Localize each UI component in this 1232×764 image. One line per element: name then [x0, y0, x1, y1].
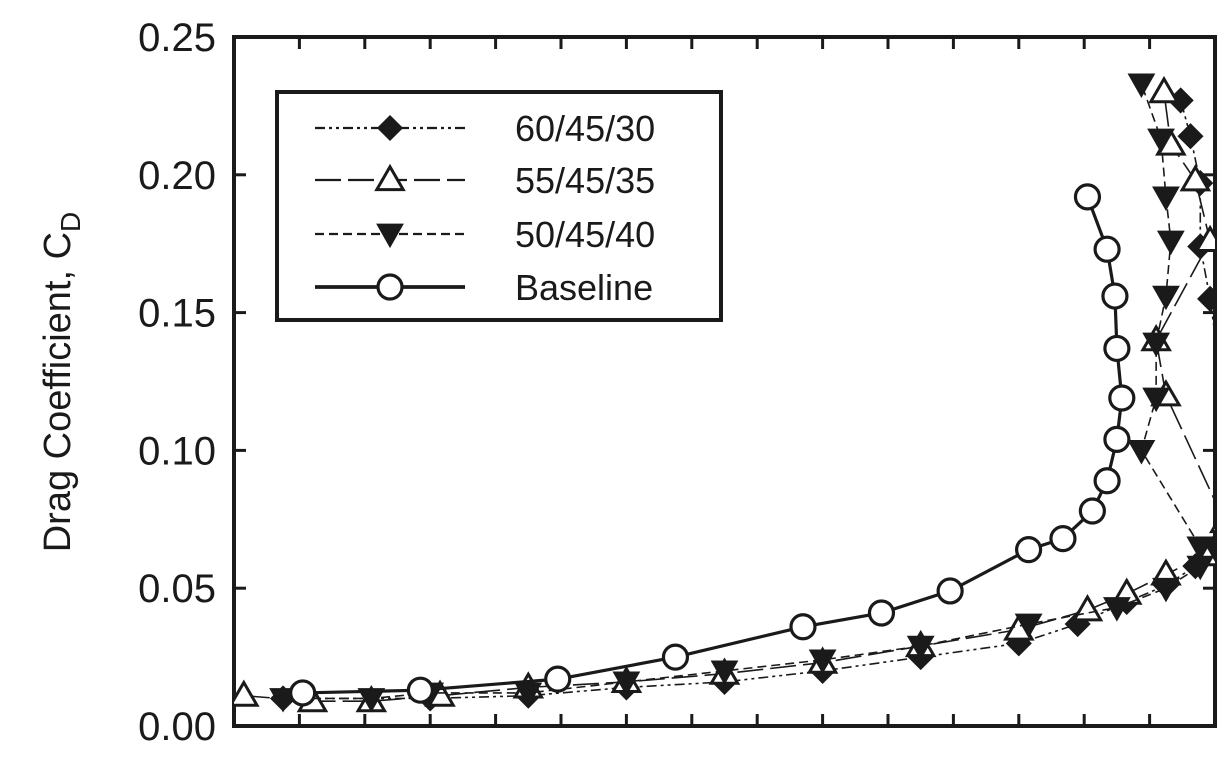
legend-marker-60-45-30 [376, 114, 404, 142]
data-point-baseline [1101, 282, 1129, 310]
data-point-baseline [1103, 425, 1131, 453]
data-point-baseline [1073, 183, 1102, 211]
data-point-50-45-40 [514, 682, 543, 708]
legend-marker-baseline [376, 273, 404, 301]
data-point-50-45-40 [1127, 440, 1156, 465]
series-line-50-45-40 [283, 83, 1202, 700]
series-layer [234, 73, 1232, 713]
data-point-baseline [1103, 334, 1131, 363]
y-tick-label: 0.20 [138, 154, 216, 198]
y-tick-label: 0.05 [138, 567, 216, 611]
data-point-baseline [789, 613, 817, 641]
data-point-50-45-40 [1147, 128, 1175, 154]
legend-label-50-45-40: 50/45/40 [515, 214, 655, 255]
y-axis-tick-labels: 0.00 0.05 0.10 0.15 0.20 0.25 [138, 16, 216, 749]
data-point-baseline [1078, 497, 1106, 525]
data-point-baseline [289, 679, 317, 707]
legend: 60/45/30 55/45/35 50/45/40 Baseline [275, 90, 723, 322]
y-tick-label: 0.15 [138, 292, 216, 336]
data-point-50-45-40 [1014, 613, 1043, 639]
data-point-55-45-35 [1148, 75, 1180, 104]
data-point-50-45-40 [612, 671, 641, 697]
y-tick-label: 0.00 [138, 705, 216, 749]
data-point-55-45-35 [1194, 224, 1215, 253]
legend-marker-50-45-40 [376, 223, 404, 249]
series-line-55-45-35 [243, 92, 1215, 702]
y-axis-title-main: Drag Coefficient, C [37, 232, 79, 552]
data-point-50-45-40 [1103, 597, 1131, 622]
data-point-baseline [1093, 467, 1121, 495]
data-point-60-45-30 [1197, 285, 1215, 312]
data-point-50-45-40 [1127, 73, 1156, 98]
data-point-50-45-40 [1152, 186, 1180, 211]
data-point-50-45-40 [710, 660, 739, 685]
data-point-50-45-40 [1142, 332, 1171, 358]
y-tick-label: 0.25 [138, 16, 216, 60]
data-point-baseline [1093, 235, 1121, 263]
data-point-50-45-40 [1156, 230, 1185, 256]
data-point-baseline [1108, 384, 1136, 412]
data-point-baseline [936, 577, 964, 605]
data-point-50-45-40 [808, 649, 837, 674]
plot-frame [232, 35, 1217, 728]
data-point-baseline [1049, 524, 1077, 553]
data-point-60-45-30 [1218, 430, 1232, 454]
y-axis-title-subscript: D [55, 212, 86, 232]
data-point-baseline [867, 599, 896, 627]
data-point-60-45-30 [1218, 471, 1232, 495]
legend-entries: 60/45/30 55/45/35 50/45/40 Baseline [315, 108, 655, 308]
data-point-baseline [406, 676, 434, 704]
data-point-55-45-35 [234, 679, 260, 707]
series-baseline [289, 183, 1136, 707]
data-point-50-45-40 [357, 688, 386, 713]
data-point-50-45-40 [1152, 285, 1180, 311]
data-point-55-45-35 [1179, 164, 1212, 192]
data-point-50-45-40 [1142, 387, 1171, 413]
legend-label-baseline: Baseline [515, 267, 653, 308]
data-point-baseline [544, 665, 572, 693]
data-point-baseline [661, 643, 690, 671]
data-point-55-45-35 [1071, 594, 1104, 622]
data-point-50-45-40 [1152, 577, 1180, 603]
data-point-50-45-40 [906, 635, 935, 661]
legend-label-60-45-30: 60/45/30 [515, 108, 655, 149]
data-point-55-45-35 [1209, 522, 1215, 534]
x-axis-ticks [297, 37, 1152, 726]
data-point-50-45-40 [1186, 536, 1215, 561]
legend-marker-55-45-35 [374, 163, 406, 192]
data-point-baseline [1015, 536, 1043, 564]
legend-box [275, 90, 723, 322]
data-point-60-45-30 [1177, 123, 1204, 150]
y-axis-title: Drag Coefficient, CD [37, 212, 86, 553]
y-tick-label: 0.10 [138, 429, 216, 473]
legend-label-55-45-35: 55/45/35 [515, 160, 655, 201]
